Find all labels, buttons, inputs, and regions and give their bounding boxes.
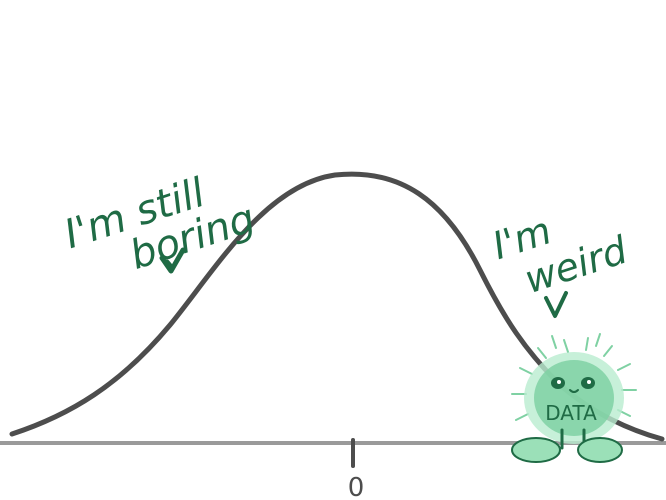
data-creature: DATA (511, 333, 637, 463)
right-arrow-icon (544, 291, 568, 318)
right-annotation: I'm weird (487, 208, 633, 302)
left-arrow-icon (159, 247, 186, 274)
creature-right-foot (577, 437, 623, 463)
center-label: 0 (348, 473, 365, 500)
creature-mouth (569, 389, 579, 393)
creature-left-foot (511, 437, 561, 463)
creature-label: DATA (545, 401, 597, 425)
left-annotation: I'm still boring (59, 170, 261, 279)
